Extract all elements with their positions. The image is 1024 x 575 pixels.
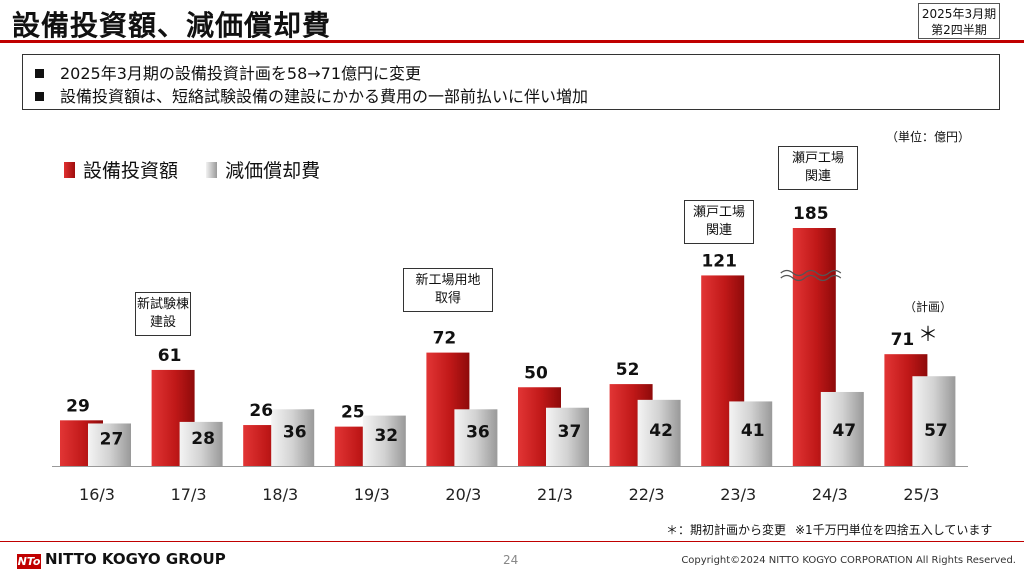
x-tick-label: 25/3 xyxy=(903,485,939,504)
data-label-capex: 61 xyxy=(158,346,182,366)
data-label-depreciation: 42 xyxy=(649,421,673,441)
footnote-changed: ＊：期初計画から変更 xyxy=(666,523,787,537)
logo-text: NITTO KOGYO GROUP xyxy=(45,550,226,568)
data-label-depreciation: 36 xyxy=(283,423,307,443)
bar-depreciation xyxy=(912,376,956,466)
data-label-capex: 25 xyxy=(341,403,365,423)
plan-label: （計画） xyxy=(904,300,953,314)
summary-text: 2025年3月期の設備投資計画を58→71億円に変更 xyxy=(60,64,422,83)
callout-seto-factory-24: 瀬戸工場 関連 xyxy=(778,146,858,190)
legend-swatch-capex xyxy=(64,162,75,178)
page-number: 24 xyxy=(503,553,519,567)
bar-depreciation xyxy=(546,407,589,466)
legend-label-capex: 設備投資額 xyxy=(83,160,179,182)
callout-new-factory-land: 新工場用地 取得 xyxy=(403,268,493,312)
data-label-depreciation: 47 xyxy=(832,421,856,441)
square-bullet-icon xyxy=(35,92,44,101)
callout-line: 関連 xyxy=(705,223,732,238)
callout-line: 瀬戸工場 xyxy=(692,205,745,220)
callout-line: 新工場用地 xyxy=(415,273,481,288)
data-label-depreciation: 37 xyxy=(558,422,582,442)
square-bullet-icon xyxy=(35,69,44,78)
bar-depreciation xyxy=(454,409,498,466)
x-tick-label: 16/3 xyxy=(79,485,115,504)
chart-legend: 設備投資額 減価償却費 xyxy=(64,156,320,183)
period-badge-line-2: 第2四半期 xyxy=(931,23,987,37)
logo-mark-icon: NTo xyxy=(17,554,41,569)
axis-break-mark xyxy=(780,274,842,282)
summary-item: 2025年3月期の設備投資計画を58→71億円に変更 xyxy=(35,60,421,84)
summary-text: 設備投資額は、短絡試験設備の建設にかかる費用の一部前払いに伴い増加 xyxy=(60,87,589,106)
axis-break-mark xyxy=(780,269,842,277)
x-tick-label: 21/3 xyxy=(537,485,573,504)
unit-label: （単位：億円） xyxy=(886,130,971,144)
data-label-capex: 50 xyxy=(524,363,548,383)
bar-depreciation xyxy=(637,399,681,466)
footer-rule xyxy=(0,541,1024,542)
title-rule xyxy=(0,40,1024,43)
legend-swatch-depreciation xyxy=(206,162,218,178)
x-tick-label: 24/3 xyxy=(812,485,848,504)
data-label-capex: 72 xyxy=(433,329,457,349)
x-tick-label: 22/3 xyxy=(629,485,665,504)
callout-line: 瀬戸工場 xyxy=(791,151,844,166)
data-label-depreciation: 27 xyxy=(100,430,124,450)
bar-depreciation xyxy=(179,421,223,466)
data-label-depreciation: 36 xyxy=(466,423,490,443)
data-label-depreciation: 32 xyxy=(374,426,398,446)
data-label-depreciation: 57 xyxy=(924,421,948,441)
legend-label-depreciation: 減価償却費 xyxy=(225,160,321,182)
company-logo: NTo NITTO KOGYO GROUP xyxy=(17,550,226,569)
callout-line: 新試験棟 xyxy=(136,297,189,312)
summary-item: 設備投資額は、短絡試験設備の建設にかかる費用の一部前払いに伴い増加 xyxy=(35,83,588,107)
bar-depreciation xyxy=(729,401,773,466)
x-tick-label: 20/3 xyxy=(445,485,481,504)
x-tick-label: 19/3 xyxy=(354,485,390,504)
x-tick-label: 23/3 xyxy=(720,485,756,504)
data-label-capex: 71 xyxy=(891,330,915,350)
data-label-depreciation: 41 xyxy=(741,421,765,441)
data-label-capex: 121 xyxy=(701,251,737,271)
summary-box: 2025年3月期の設備投資計画を58→71億円に変更 設備投資額は、短絡試験設備… xyxy=(22,54,1000,110)
callout-line: 取得 xyxy=(434,291,461,306)
data-label-capex: 52 xyxy=(616,360,640,380)
bar-depreciation xyxy=(88,423,131,466)
callout-new-test-building: 新試験棟 建設 xyxy=(135,292,191,336)
period-badge: 2025年3月期 第2四半期 xyxy=(918,3,1000,39)
bar-depreciation xyxy=(271,409,315,466)
plan-asterisk: ＊ xyxy=(918,322,938,346)
period-badge-line-1: 2025年3月期 xyxy=(921,7,997,21)
data-label-capex: 29 xyxy=(66,396,90,416)
x-tick-label: 17/3 xyxy=(171,485,207,504)
data-label-depreciation: 28 xyxy=(191,429,215,449)
data-label-capex: 26 xyxy=(249,401,273,421)
footnote-rounding: ※1千万円単位を四捨五入しています xyxy=(795,523,993,537)
data-label-capex: 185 xyxy=(793,204,829,224)
bar-depreciation xyxy=(362,415,406,466)
page-title: 設備投資額、減価償却費 xyxy=(12,9,332,42)
callout-seto-factory-23: 瀬戸工場 関連 xyxy=(684,200,754,244)
callout-line: 関連 xyxy=(804,169,831,184)
copyright: Copyright©2024 NITTO KOGYO CORPORATION A… xyxy=(681,555,1016,566)
bar-depreciation xyxy=(820,391,864,466)
bar-chart: 29 27 16/3 61 28 17/3 26 36 18/3 25 32 19/3 72 36 20/3… xyxy=(52,204,968,504)
x-tick-label: 18/3 xyxy=(262,485,298,504)
callout-line: 建設 xyxy=(149,315,176,330)
